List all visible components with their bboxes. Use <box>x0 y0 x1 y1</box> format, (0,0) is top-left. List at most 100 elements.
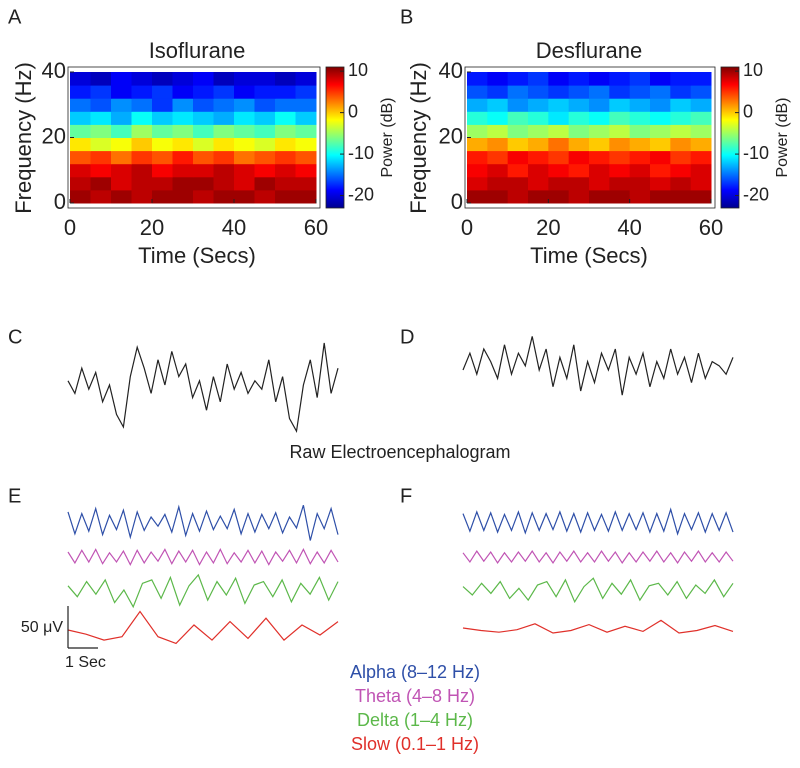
heat-cell <box>111 150 132 165</box>
heat-cell <box>295 189 317 204</box>
heat-cell <box>295 137 317 152</box>
heat-cell <box>152 72 173 86</box>
panel-label: F <box>400 485 412 507</box>
heat-cell <box>275 85 296 99</box>
heat-cell <box>548 189 570 204</box>
heat-cell <box>548 124 570 138</box>
heat-cell <box>467 85 488 99</box>
heat-cell <box>254 111 276 125</box>
heat-cell <box>548 85 570 99</box>
heat-cell <box>670 150 692 165</box>
heat-cell <box>234 85 255 99</box>
heat-cell <box>90 163 112 178</box>
colorbar-label: Power (dB) <box>774 97 791 177</box>
heat-cell <box>193 111 214 125</box>
heat-cell <box>254 98 276 112</box>
heat-cell <box>487 150 509 165</box>
heat-cell <box>528 137 549 152</box>
heat-cell <box>275 150 296 165</box>
heat-cell <box>507 150 529 165</box>
heat-cell <box>275 176 296 191</box>
heat-cell <box>254 85 276 99</box>
heat-cell <box>111 163 132 178</box>
heat-cell <box>467 111 488 125</box>
heat-cell <box>507 189 529 204</box>
heat-cell <box>548 137 570 152</box>
colorbar-tick-label: 0 <box>743 101 753 121</box>
y-tick-label: 40 <box>439 58 463 83</box>
heat-cell <box>528 98 549 112</box>
heat-cell <box>507 176 529 191</box>
heat-cell <box>70 137 91 152</box>
heat-cell <box>548 72 570 86</box>
heat-cell <box>213 150 235 165</box>
heat-cell <box>275 72 296 86</box>
heat-cell <box>70 189 91 204</box>
heat-cell <box>467 124 488 138</box>
heat-cell <box>152 150 173 165</box>
heat-cell <box>650 176 671 191</box>
x-tick-label: 20 <box>536 215 560 240</box>
heat-cell <box>487 124 509 138</box>
heat-cell <box>609 150 631 165</box>
heat-cell <box>131 189 153 204</box>
heat-cell <box>670 124 692 138</box>
heat-cell <box>70 163 91 178</box>
heat-cell <box>629 72 651 86</box>
heat-cell <box>589 137 610 152</box>
heat-cell <box>213 176 235 191</box>
chart-title: Isoflurane <box>149 38 246 63</box>
trace <box>67 573 339 609</box>
heat-cell <box>295 72 317 86</box>
heat-cell <box>568 124 590 138</box>
heat-cell <box>507 124 529 138</box>
y-axis-label: Frequency (Hz) <box>11 62 36 214</box>
heat-cell <box>650 150 671 165</box>
heat-cell <box>152 189 173 204</box>
heat-cell <box>172 150 194 165</box>
heat-cell <box>213 124 235 138</box>
chart-title: Desflurane <box>536 38 642 63</box>
heat-cell <box>690 176 712 191</box>
heat-cell <box>234 137 255 152</box>
heat-cell <box>548 111 570 125</box>
heat-cell <box>90 150 112 165</box>
heat-cell <box>650 124 671 138</box>
heat-cell <box>629 163 651 178</box>
heat-cell <box>487 85 509 99</box>
heat-cell <box>690 72 712 86</box>
heat-cell <box>670 72 692 86</box>
heat-cell <box>193 137 214 152</box>
colorbar-tick-label: -10 <box>743 143 769 163</box>
heat-cell <box>609 98 631 112</box>
heat-cell <box>254 150 276 165</box>
heat-cell <box>487 98 509 112</box>
heat-cell <box>131 163 153 178</box>
heat-cell <box>609 176 631 191</box>
heat-cell <box>90 176 112 191</box>
heat-cell <box>111 111 132 125</box>
heat-cell <box>213 163 235 178</box>
heat-cell <box>467 150 488 165</box>
heat-cell <box>528 176 549 191</box>
heat-cell <box>172 137 194 152</box>
colorbar-label: Power (dB) <box>379 97 396 177</box>
x-axis-label: Time (Secs) <box>138 243 256 268</box>
heat-cell <box>528 150 549 165</box>
colorbar <box>720 66 740 209</box>
heat-cell <box>507 85 529 99</box>
heat-cell <box>467 98 488 112</box>
heat-cell <box>548 176 570 191</box>
heat-cell <box>111 189 132 204</box>
heat-cell <box>589 150 610 165</box>
heat-cell <box>90 189 112 204</box>
heat-cell <box>70 150 91 165</box>
heat-cell <box>507 72 529 86</box>
scale-bar-y-label: 50 μV <box>21 619 63 636</box>
heat-cell <box>70 98 91 112</box>
heat-cell <box>254 163 276 178</box>
heat-cell <box>528 163 549 178</box>
colorbar-tick-label: -10 <box>348 143 374 163</box>
heat-cell <box>650 98 671 112</box>
